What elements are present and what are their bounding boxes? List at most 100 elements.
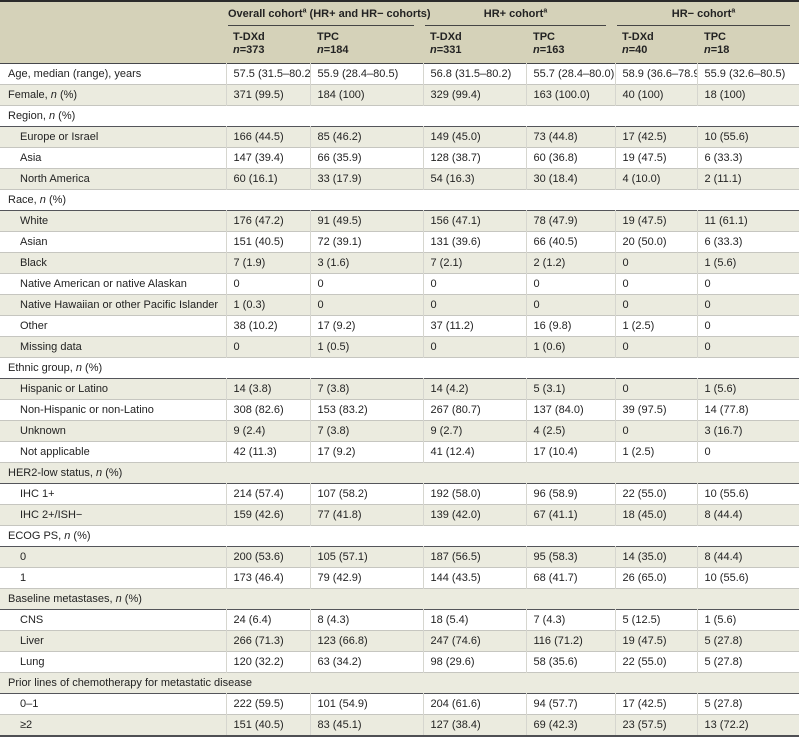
row-label: CNS <box>0 609 226 631</box>
cell-value: 5 (27.8) <box>696 630 799 652</box>
cell-value: 5 (3.1) <box>525 378 615 400</box>
cell-value: 371 (99.5) <box>225 84 310 106</box>
cell-value: 17 (42.5) <box>614 126 697 148</box>
cell-value: 131 (39.6) <box>422 231 526 253</box>
cell-value: 8 (44.4) <box>696 504 799 526</box>
row-label: IHC 1+ <box>0 483 226 505</box>
row-label: 1 <box>0 567 226 589</box>
cell-value: 1 (5.6) <box>696 609 799 631</box>
cell-value: 14 (35.0) <box>614 546 697 568</box>
table-row: Not applicable 42 (11.3) 17 (9.2) 41 (12.4)… <box>0 441 799 463</box>
cell-value: 149 (45.0) <box>422 126 526 148</box>
cell-value: 7 (3.8) <box>309 378 423 400</box>
cell-value: 101 (54.9) <box>309 693 423 715</box>
cell-value: 147 (39.4) <box>225 147 310 169</box>
cell-value: 184 (100) <box>309 84 423 106</box>
cell-value: 72 (39.1) <box>309 231 423 253</box>
cell-value: 123 (66.8) <box>309 630 423 652</box>
label-column-header-spacer <box>0 2 226 26</box>
cell-value: 2 (11.1) <box>696 168 799 190</box>
cell-value: 38 (10.2) <box>225 315 310 337</box>
table-row: ≥2 151 (40.5) 83 (45.1) 127 (38.4) 69 (42.3)… <box>0 714 799 735</box>
cell-value: 11 (61.1) <box>696 210 799 232</box>
table-header: Overall cohorta (HR+ and HR− cohorts) HR… <box>0 2 799 64</box>
cell-value: 1 (0.5) <box>309 336 423 358</box>
row-label: Not applicable <box>0 441 226 463</box>
cell-value: 116 (71.2) <box>525 630 615 652</box>
cell-value: 159 (42.6) <box>225 504 310 526</box>
section-label: HER2-low status, n (%) <box>0 462 799 484</box>
cell-value: 9 (2.7) <box>422 420 526 442</box>
table-row: CNS 24 (6.4) 8 (4.3) 18 (5.4) 7 (4.3) 5 (12.5… <box>0 609 799 631</box>
cell-value: 16 (9.8) <box>525 315 615 337</box>
cell-value: 0 <box>614 252 697 274</box>
cell-value: 18 (5.4) <box>422 609 526 631</box>
overall-cohort-group-header: Overall cohorta (HR+ and HR− cohorts) <box>226 2 431 26</box>
cell-value: 176 (47.2) <box>225 210 310 232</box>
row-label: Other <box>0 315 226 337</box>
table-row: Asian 151 (40.5) 72 (39.1) 131 (39.6) 66 (40… <box>0 231 799 253</box>
cell-value: 55.7 (28.4–80.0) <box>525 63 615 85</box>
table-row: North America 60 (16.1) 33 (17.9) 54 (16.3)… <box>0 168 799 190</box>
cell-value: 91 (49.5) <box>309 210 423 232</box>
cell-value: 56.8 (31.5–80.2) <box>422 63 526 85</box>
column-header-tdxd-hr-negative: T-DXd n=40 <box>615 26 697 64</box>
cell-value: 151 (40.5) <box>225 714 310 735</box>
cell-value: 137 (84.0) <box>525 399 615 421</box>
cell-value: 0 <box>614 336 697 358</box>
column-header-tdxd-overall: T-DXd n=373 <box>226 26 310 64</box>
cell-value: 58 (35.6) <box>525 651 615 673</box>
cell-value: 192 (58.0) <box>422 483 526 505</box>
cell-value: 18 (45.0) <box>614 504 697 526</box>
table-row: Missing data 0 1 (0.5) 0 1 (0.6) 0 0 <box>0 336 799 358</box>
table-row: White 176 (47.2) 91 (49.5) 156 (47.1) 78 (47… <box>0 210 799 232</box>
cell-value: 267 (80.7) <box>422 399 526 421</box>
cell-value: 7 (4.3) <box>525 609 615 631</box>
cell-value: 7 (2.1) <box>422 252 526 274</box>
table-row: Non-Hispanic or non-Latino 308 (82.6) 153 … <box>0 399 799 421</box>
section-label: Ethnic group, n (%) <box>0 357 799 379</box>
cell-value: 153 (83.2) <box>309 399 423 421</box>
table-body: Age, median (range), years 57.5 (31.5–80.… <box>0 63 799 735</box>
cell-value: 0 <box>525 273 615 295</box>
row-label: 0–1 <box>0 693 226 715</box>
section-row: Prior lines of chemotherapy for metastat… <box>0 672 799 694</box>
cell-value: 166 (44.5) <box>225 126 310 148</box>
cell-value: 7 (1.9) <box>225 252 310 274</box>
cell-value: 20 (50.0) <box>614 231 697 253</box>
cell-value: 26 (65.0) <box>614 567 697 589</box>
cell-value: 55.9 (28.4–80.5) <box>309 63 423 85</box>
cell-value: 83 (45.1) <box>309 714 423 735</box>
table-row: Other 38 (10.2) 17 (9.2) 37 (11.2) 16 (9.8) 1… <box>0 315 799 337</box>
cell-value: 0 <box>696 441 799 463</box>
cell-value: 5 (12.5) <box>614 609 697 631</box>
cell-value: 0 <box>614 420 697 442</box>
cell-value: 37 (11.2) <box>422 315 526 337</box>
cell-value: 7 (3.8) <box>309 420 423 442</box>
cell-value: 98 (29.6) <box>422 651 526 673</box>
section-label: Prior lines of chemotherapy for metastat… <box>0 672 799 694</box>
cell-value: 30 (18.4) <box>525 168 615 190</box>
cell-value: 17 (42.5) <box>614 693 697 715</box>
cell-value: 1 (0.6) <box>525 336 615 358</box>
row-label: 0 <box>0 546 226 568</box>
cell-value: 73 (44.8) <box>525 126 615 148</box>
cell-value: 95 (58.3) <box>525 546 615 568</box>
hr-positive-cohort-group-header: HR+ cohorta <box>423 2 615 26</box>
cell-value: 57.5 (31.5–80.2) <box>225 63 310 85</box>
cell-value: 63 (34.2) <box>309 651 423 673</box>
cell-value: 8 (4.3) <box>309 609 423 631</box>
cell-value: 8 (44.4) <box>696 546 799 568</box>
row-label: Unknown <box>0 420 226 442</box>
table-row: 0–1 222 (59.5) 101 (54.9) 204 (61.6) 94 (57.… <box>0 693 799 715</box>
cell-value: 151 (40.5) <box>225 231 310 253</box>
cell-value: 14 (3.8) <box>225 378 310 400</box>
group-title-suffix: (HR+ and HR− cohorts) <box>306 8 431 20</box>
cell-value: 156 (47.1) <box>422 210 526 232</box>
cell-value: 0 <box>696 315 799 337</box>
cell-value: 0 <box>696 336 799 358</box>
cell-value: 0 <box>614 378 697 400</box>
group-title: HR− cohort <box>671 8 732 20</box>
row-label: White <box>0 210 226 232</box>
